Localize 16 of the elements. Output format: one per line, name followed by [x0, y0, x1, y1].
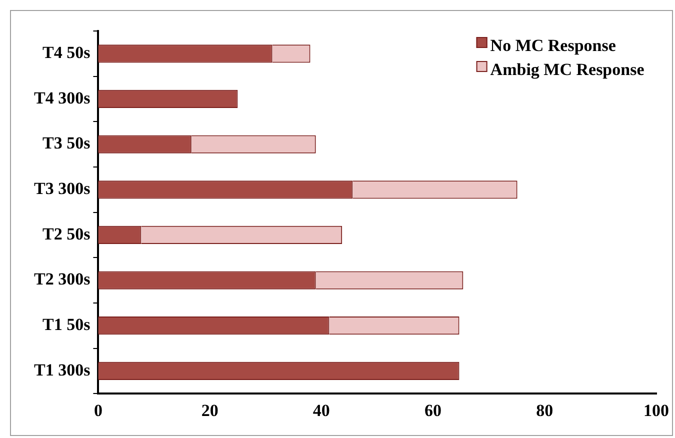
y-tick-label: T2 300s [34, 270, 91, 289]
y-tick-label: T3 300s [34, 179, 91, 198]
legend-label: No MC Response [490, 36, 616, 55]
x-tick-label: 20 [201, 401, 218, 420]
x-tick-label: 100 [644, 401, 669, 420]
y-tick-label: T1 300s [34, 360, 91, 380]
y-tick-label: T1 50s [42, 315, 91, 334]
x-tick-label: 60 [424, 401, 442, 420]
y-tick-label: T4 50s [42, 43, 91, 62]
x-tick-label: 40 [312, 401, 330, 420]
y-tick-label: T4 300s [34, 88, 91, 108]
legend-label: Ambig MC Response [490, 60, 645, 79]
x-tick-label: 80 [536, 401, 554, 420]
x-tick-label: 0 [94, 401, 102, 420]
y-tick-label: T3 50s [42, 134, 91, 153]
y-tick-label: T2 50s [42, 224, 91, 244]
